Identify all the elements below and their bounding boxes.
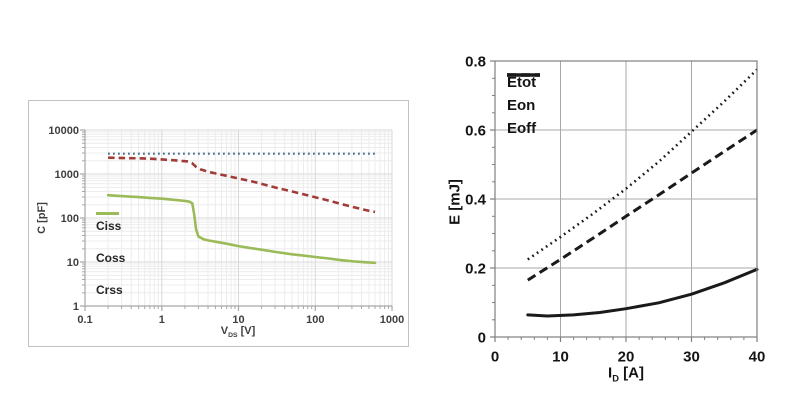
x-tick-label: 0 — [491, 348, 499, 365]
series-coss-line — [108, 156, 376, 214]
legend-label-eon: Eon — [507, 97, 536, 114]
series-eon-line — [526, 128, 758, 282]
energy-plot-area: 0 10 20 30 40 0 0.2 0.4 0.6 0.8 — [465, 53, 766, 365]
y-tick-label: 0.4 — [465, 191, 487, 208]
ticks — [80, 129, 393, 311]
x-tick-label: 10 — [232, 314, 244, 326]
x-tick-label: 40 — [749, 348, 766, 365]
x-tick-label: 10 — [552, 348, 569, 365]
y-tick-labels: 1 10 100 1000 10000 — [48, 125, 79, 313]
right-legend: Etot Eon Eoff — [507, 71, 540, 140]
series-eoff-line — [526, 267, 759, 318]
switching-energy-vs-id-chart: 0 10 20 30 40 0 0.2 0.4 0.6 0.8 E [mJ] ID [A] Eto… — [430, 40, 792, 404]
y-tick-label: 100 — [61, 213, 79, 225]
legend-label-crss: Crss — [96, 283, 123, 297]
legend-label-eoff: Eoff — [507, 120, 537, 137]
legend-item-eon: Eon — [507, 73, 540, 117]
x-tick-label: 20 — [618, 348, 635, 365]
x-tick-label: 0.1 — [77, 314, 92, 326]
series-crss-line — [106, 193, 377, 265]
y-tick-label: 10 — [67, 257, 79, 269]
legend-item-crss: Crss — [96, 212, 125, 306]
y-tick-label: 0 — [478, 329, 486, 346]
x-tick-labels: 0.1 1 10 100 1000 — [77, 314, 404, 326]
right-y-axis-title: E [mJ] — [446, 179, 464, 225]
crss-line-swatch-icon — [96, 212, 119, 215]
ticks — [490, 60, 758, 342]
y-tick-label: 0.6 — [465, 122, 486, 139]
y-tick-labels: 0 0.2 0.4 0.6 0.8 — [465, 53, 487, 346]
x-tick-label: 1000 — [380, 314, 404, 326]
legend-label-ciss: Ciss — [96, 219, 122, 233]
left-legend: Ciss Coss Crss — [96, 210, 125, 306]
legend-item-coss: Coss — [96, 212, 126, 274]
capacitance-vs-vds-chart: 0.1 1 10 100 1000 1 10 100 1000 10000 C [pF] VDS … — [28, 100, 409, 347]
right-x-axis-title: ID [A] — [608, 364, 644, 384]
series — [106, 152, 377, 265]
y-tick-label: 10000 — [48, 125, 79, 137]
x-tick-label: 100 — [306, 314, 324, 326]
left-y-axis-title: C [pF] — [36, 202, 48, 234]
eoff-line-swatch-icon — [507, 73, 540, 77]
legend-label-etot: Etot — [507, 74, 537, 91]
y-tick-label: 1000 — [55, 169, 79, 181]
series-etot-line — [527, 68, 758, 261]
legend-label-coss: Coss — [96, 251, 126, 265]
x-tick-label: 1 — [159, 314, 165, 326]
left-x-axis-title: VDS [V] — [220, 324, 256, 340]
major-gridlines — [495, 61, 757, 337]
series — [526, 68, 759, 318]
x-tick-label: 30 — [683, 348, 700, 365]
y-tick-label: 1 — [73, 301, 79, 313]
legend-item-eoff: Eoff — [507, 73, 540, 140]
y-tick-label: 0.8 — [465, 53, 486, 70]
x-tick-labels: 0 10 20 30 40 — [491, 348, 766, 365]
y-tick-label: 0.2 — [465, 260, 486, 277]
